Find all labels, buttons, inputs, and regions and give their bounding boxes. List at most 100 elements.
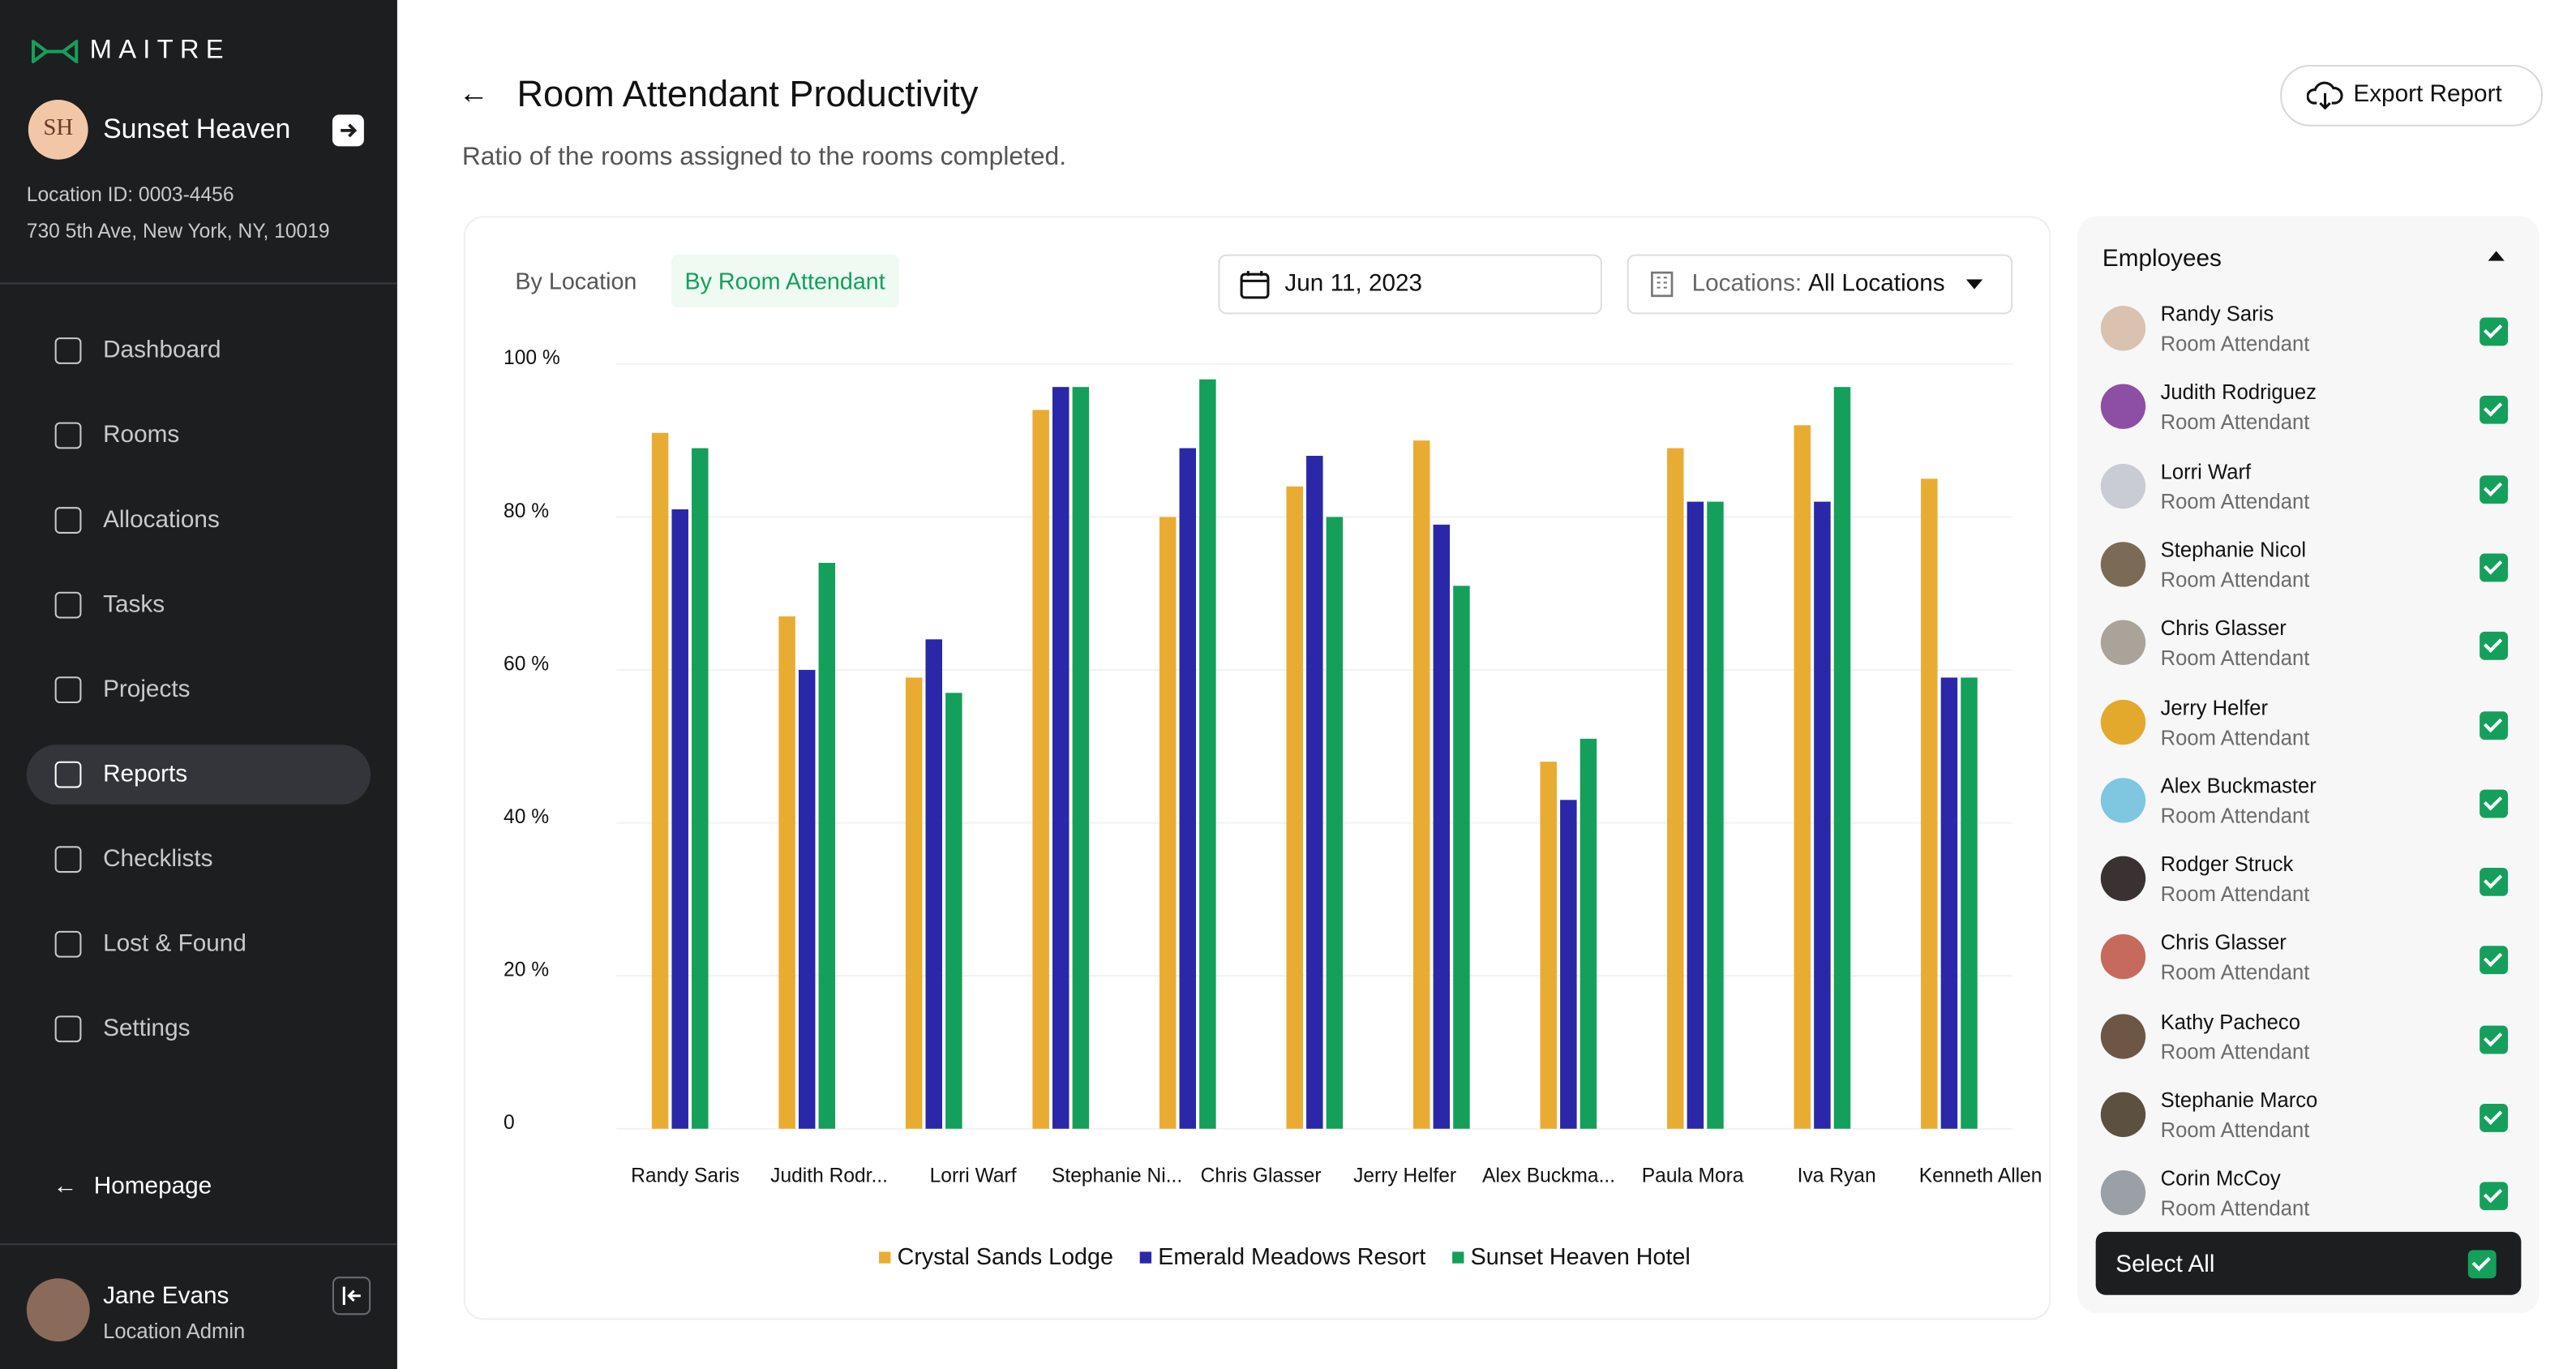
- nav-item[interactable]: Dashboard: [27, 321, 371, 381]
- bar: [1072, 387, 1090, 1129]
- bar: [925, 639, 942, 1129]
- checkbox[interactable]: [2480, 710, 2508, 740]
- nav-label: Checklists: [103, 846, 213, 873]
- employee-role: Room Attendant: [2160, 725, 2310, 749]
- employee-role: Room Attendant: [2160, 332, 2310, 356]
- x-tick-label: Iva Ryan: [1798, 1165, 1876, 1187]
- user-avatar: [26, 1278, 90, 1342]
- checkbox[interactable]: [2480, 317, 2508, 346]
- bar: [1814, 501, 1831, 1129]
- nav-label: Reports: [103, 761, 188, 788]
- sidebar: MAITRE SH Sunset Heaven Location ID: 000…: [0, 0, 397, 1369]
- nav-item[interactable]: Reports: [26, 745, 371, 805]
- nav-item[interactable]: Rooms: [27, 406, 371, 466]
- bar: [1579, 738, 1597, 1129]
- x-tick-label: Alex Buckma...: [1482, 1165, 1615, 1187]
- location-id: Location ID: 0003-4456: [26, 182, 234, 207]
- employee-name: Stephanie Marco: [2160, 1088, 2318, 1113]
- employee-name: Jerry Helfer: [2160, 695, 2269, 719]
- export-label: Export Report: [2353, 81, 2502, 109]
- nav-item[interactable]: Settings: [27, 999, 371, 1059]
- employee-avatar: [2100, 698, 2146, 745]
- page-title: Room Attendant Productivity: [516, 73, 979, 115]
- employee-role: Room Attendant: [2160, 489, 2310, 513]
- x-tick-label: Jerry Helfer: [1353, 1165, 1456, 1187]
- bar: [798, 670, 816, 1129]
- nav-label: Dashboard: [103, 337, 221, 364]
- employee-avatar: [2100, 384, 2146, 430]
- nav-label: Allocations: [103, 507, 220, 534]
- export-button[interactable]: Export Report: [2280, 64, 2544, 127]
- checkbox[interactable]: [2480, 1104, 2508, 1132]
- legend-label: Sunset Heaven Hotel: [1471, 1244, 1691, 1270]
- checkbox[interactable]: [2480, 868, 2508, 896]
- nav-item[interactable]: Allocations: [27, 491, 371, 551]
- employee-row: Stephanie Marco Room Attendant: [2100, 1088, 2516, 1156]
- checkbox[interactable]: [2480, 789, 2508, 818]
- tab[interactable]: By Location: [515, 268, 637, 294]
- bar: [818, 563, 836, 1129]
- employees-title: Employees: [2102, 246, 2222, 273]
- homepage-link[interactable]: ← Homepage: [53, 1174, 212, 1200]
- employee-role: Room Attendant: [2160, 568, 2310, 592]
- bar: [1961, 677, 1978, 1129]
- bar: [1707, 501, 1724, 1129]
- employee-name: Kathy Pacheco: [2160, 1010, 2300, 1034]
- employee-avatar: [2100, 934, 2146, 981]
- checkbox[interactable]: [2480, 553, 2508, 582]
- employee-role: Room Attendant: [2160, 1118, 2310, 1143]
- nav-item[interactable]: Projects: [27, 660, 371, 720]
- employee-role: Room Attendant: [2160, 961, 2310, 985]
- nav-icon: [54, 846, 82, 873]
- back-button[interactable]: ←: [458, 76, 489, 110]
- collapse-employees[interactable]: [2488, 251, 2505, 261]
- employee-row: Judith Rodriguez Room Attendant: [2100, 381, 2516, 448]
- y-tick-label: 60 %: [504, 653, 549, 675]
- nav-item[interactable]: Tasks: [27, 575, 371, 635]
- legend-swatch: [1139, 1251, 1152, 1264]
- bar: [1540, 762, 1558, 1129]
- nav-icon: [54, 930, 82, 958]
- employee-role: Room Attendant: [2160, 646, 2310, 671]
- chart: 0 20 % 40 % 60 % 80 % 100 % Randy Saris Judith …: [504, 347, 2042, 1270]
- employee-name: Alex Buckmaster: [2160, 774, 2317, 798]
- switch-property[interactable]: [332, 114, 364, 147]
- checkbox[interactable]: [2480, 474, 2508, 504]
- checkbox[interactable]: [2480, 1182, 2508, 1211]
- nav-icon: [54, 591, 82, 619]
- employee-row: Randy Saris Room Attendant: [2100, 303, 2516, 369]
- user-role: Location Admin: [103, 1320, 246, 1344]
- employee-name: Lorri Warf: [2160, 459, 2252, 483]
- tab-active[interactable]: By Room Attendant: [671, 254, 899, 308]
- nav-item[interactable]: Checklists: [27, 830, 371, 890]
- employee-name: Corin McCoy: [2160, 1167, 2281, 1191]
- legend-label: Emerald Meadows Resort: [1158, 1244, 1425, 1270]
- employee-role: Room Attendant: [2160, 1040, 2310, 1064]
- y-tick-label: 20 %: [504, 959, 549, 981]
- bar: [1159, 517, 1177, 1129]
- checkbox[interactable]: [2480, 632, 2508, 661]
- nav-icon: [54, 761, 82, 788]
- select-all[interactable]: Select All: [2095, 1231, 2522, 1295]
- bar: [1940, 677, 1958, 1129]
- checkbox[interactable]: [2467, 1250, 2497, 1279]
- employee-row: Lorri Warf Room Attendant: [2100, 459, 2516, 526]
- employee-role: Room Attendant: [2160, 410, 2310, 435]
- bar: [945, 693, 962, 1129]
- bar: [1687, 501, 1704, 1129]
- nav-icon: [54, 507, 82, 534]
- checkbox[interactable]: [2480, 1025, 2508, 1054]
- date-picker[interactable]: Jun 11, 2023: [1218, 254, 1602, 315]
- collapse-button[interactable]: [332, 1277, 371, 1315]
- legend-label: Crystal Sands Lodge: [898, 1244, 1113, 1270]
- x-tick-label: Randy Saris: [631, 1165, 739, 1187]
- nav-icon: [54, 337, 82, 364]
- employee-avatar: [2100, 1092, 2146, 1137]
- bar: [1794, 425, 1811, 1129]
- bar: [1326, 517, 1344, 1129]
- checkbox[interactable]: [2480, 396, 2508, 425]
- location-select[interactable]: Locations: All Locations: [1627, 254, 2013, 315]
- checkbox[interactable]: [2480, 946, 2508, 975]
- nav-item[interactable]: Lost & Found: [27, 914, 371, 974]
